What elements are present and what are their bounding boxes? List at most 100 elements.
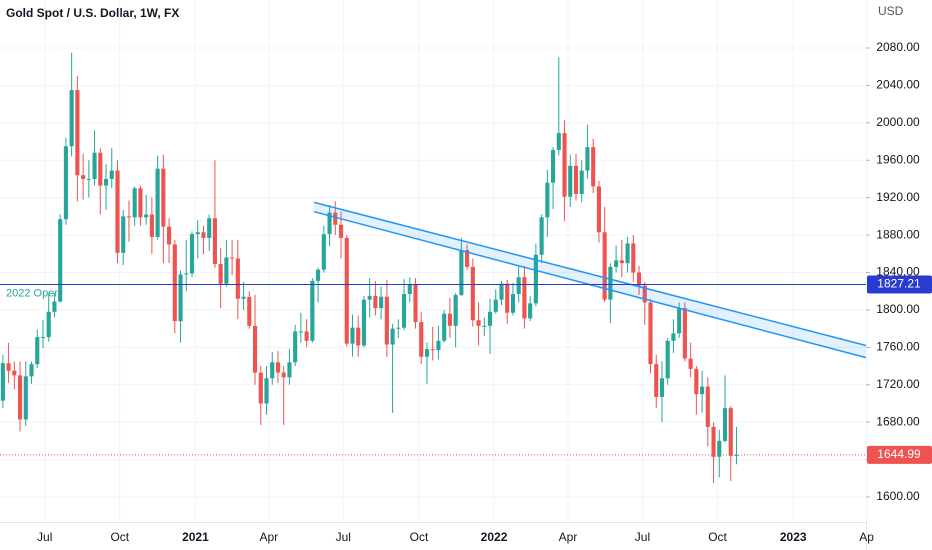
candle-body xyxy=(465,250,470,267)
candle-body xyxy=(476,320,481,326)
candle-body xyxy=(430,349,435,351)
candle-body xyxy=(241,296,246,299)
candle-body xyxy=(413,284,418,323)
candle-body xyxy=(717,440,722,457)
candle-body xyxy=(361,299,367,346)
candle-body xyxy=(12,370,17,376)
candle-body xyxy=(63,146,68,220)
candle-body xyxy=(270,362,275,379)
candle-body xyxy=(224,257,229,284)
candle-body xyxy=(602,232,607,300)
candle-body xyxy=(178,274,183,322)
candle-body xyxy=(436,340,441,351)
y-tick-label: 1760.00 xyxy=(876,340,920,354)
open-line-name: 2022 Open xyxy=(6,287,60,299)
candle-body xyxy=(189,234,195,274)
candle-body xyxy=(201,232,206,238)
candle-body xyxy=(218,264,223,284)
y-tick-label: 1680.00 xyxy=(876,414,920,428)
candle-body xyxy=(281,372,286,378)
candle-body xyxy=(98,152,103,186)
candle-body xyxy=(705,386,710,427)
open-line-tag xyxy=(867,275,932,294)
candle-body xyxy=(424,349,430,357)
candle-body xyxy=(556,133,561,150)
x-tick-label: Ap xyxy=(859,530,874,544)
candle-body xyxy=(671,333,676,341)
candle-body xyxy=(35,337,40,365)
x-tick-label: 2023 xyxy=(780,530,807,544)
candle-body xyxy=(682,308,687,359)
candle-body xyxy=(625,243,630,264)
candle-body xyxy=(401,294,407,328)
candle-body xyxy=(453,294,458,326)
candle-body xyxy=(688,358,693,369)
channel-line xyxy=(313,201,867,347)
candle-body xyxy=(155,168,160,237)
open-line-label: 1827.21 xyxy=(877,277,921,291)
candle-body xyxy=(195,232,200,235)
x-tick-label: Apr xyxy=(259,530,278,544)
candle-body xyxy=(17,375,23,420)
candle-body xyxy=(356,327,361,346)
candle-body xyxy=(516,277,521,295)
candle-body xyxy=(711,426,716,457)
candle-body xyxy=(23,376,28,420)
candle-body xyxy=(293,331,298,363)
x-tick-label: 2022 xyxy=(481,530,508,544)
candle-body xyxy=(659,378,665,397)
candle-body xyxy=(327,212,332,235)
candle-body xyxy=(407,284,412,295)
candle-body xyxy=(700,386,705,395)
candle-body xyxy=(161,168,166,227)
candle-body xyxy=(562,133,567,197)
candle-body xyxy=(172,244,177,322)
candle-body xyxy=(596,186,601,233)
candle-body xyxy=(212,218,217,265)
x-tick-label: Oct xyxy=(708,530,727,544)
candle-body xyxy=(459,250,464,295)
y-tick-label: 1720.00 xyxy=(876,377,920,391)
candle-body xyxy=(40,337,46,339)
candle-body xyxy=(350,327,355,344)
candle-body xyxy=(316,269,321,281)
x-tick-label: Jul xyxy=(336,530,351,544)
candle-body xyxy=(665,340,670,379)
candle-body xyxy=(252,325,258,373)
currency-label: USD xyxy=(878,4,904,18)
y-tick-label: 1840.00 xyxy=(876,265,920,279)
candle-body xyxy=(642,285,647,303)
candle-body xyxy=(545,182,550,218)
candle-body xyxy=(505,283,510,313)
candle-body xyxy=(482,325,487,327)
candle-body xyxy=(694,368,699,395)
candle-body xyxy=(585,147,590,171)
candle-body xyxy=(126,216,132,218)
candle-body xyxy=(264,378,269,404)
candle-body xyxy=(551,149,556,183)
candle-body xyxy=(149,214,154,237)
plot: 2022 Open xyxy=(0,0,868,522)
candle-body xyxy=(631,243,636,273)
y-tick-label: 1920.00 xyxy=(876,190,920,204)
candle-body xyxy=(138,188,143,218)
candle-body xyxy=(493,299,498,312)
candle-body xyxy=(247,296,252,326)
candle-body xyxy=(132,188,137,218)
candle-body xyxy=(539,217,544,255)
candle-body xyxy=(298,331,303,333)
candle-body xyxy=(46,311,51,338)
candle-body xyxy=(344,237,349,344)
x-tick-label: Apr xyxy=(559,530,578,544)
candle-body xyxy=(258,372,263,404)
x-tick-label: Oct xyxy=(410,530,429,544)
candle-body xyxy=(333,212,338,225)
candle-body xyxy=(396,327,401,329)
last-price-label: 1644.99 xyxy=(877,447,921,461)
candle-body xyxy=(275,362,281,373)
candle-body xyxy=(86,178,91,180)
candle-body xyxy=(304,331,309,341)
candle-body xyxy=(579,170,584,194)
